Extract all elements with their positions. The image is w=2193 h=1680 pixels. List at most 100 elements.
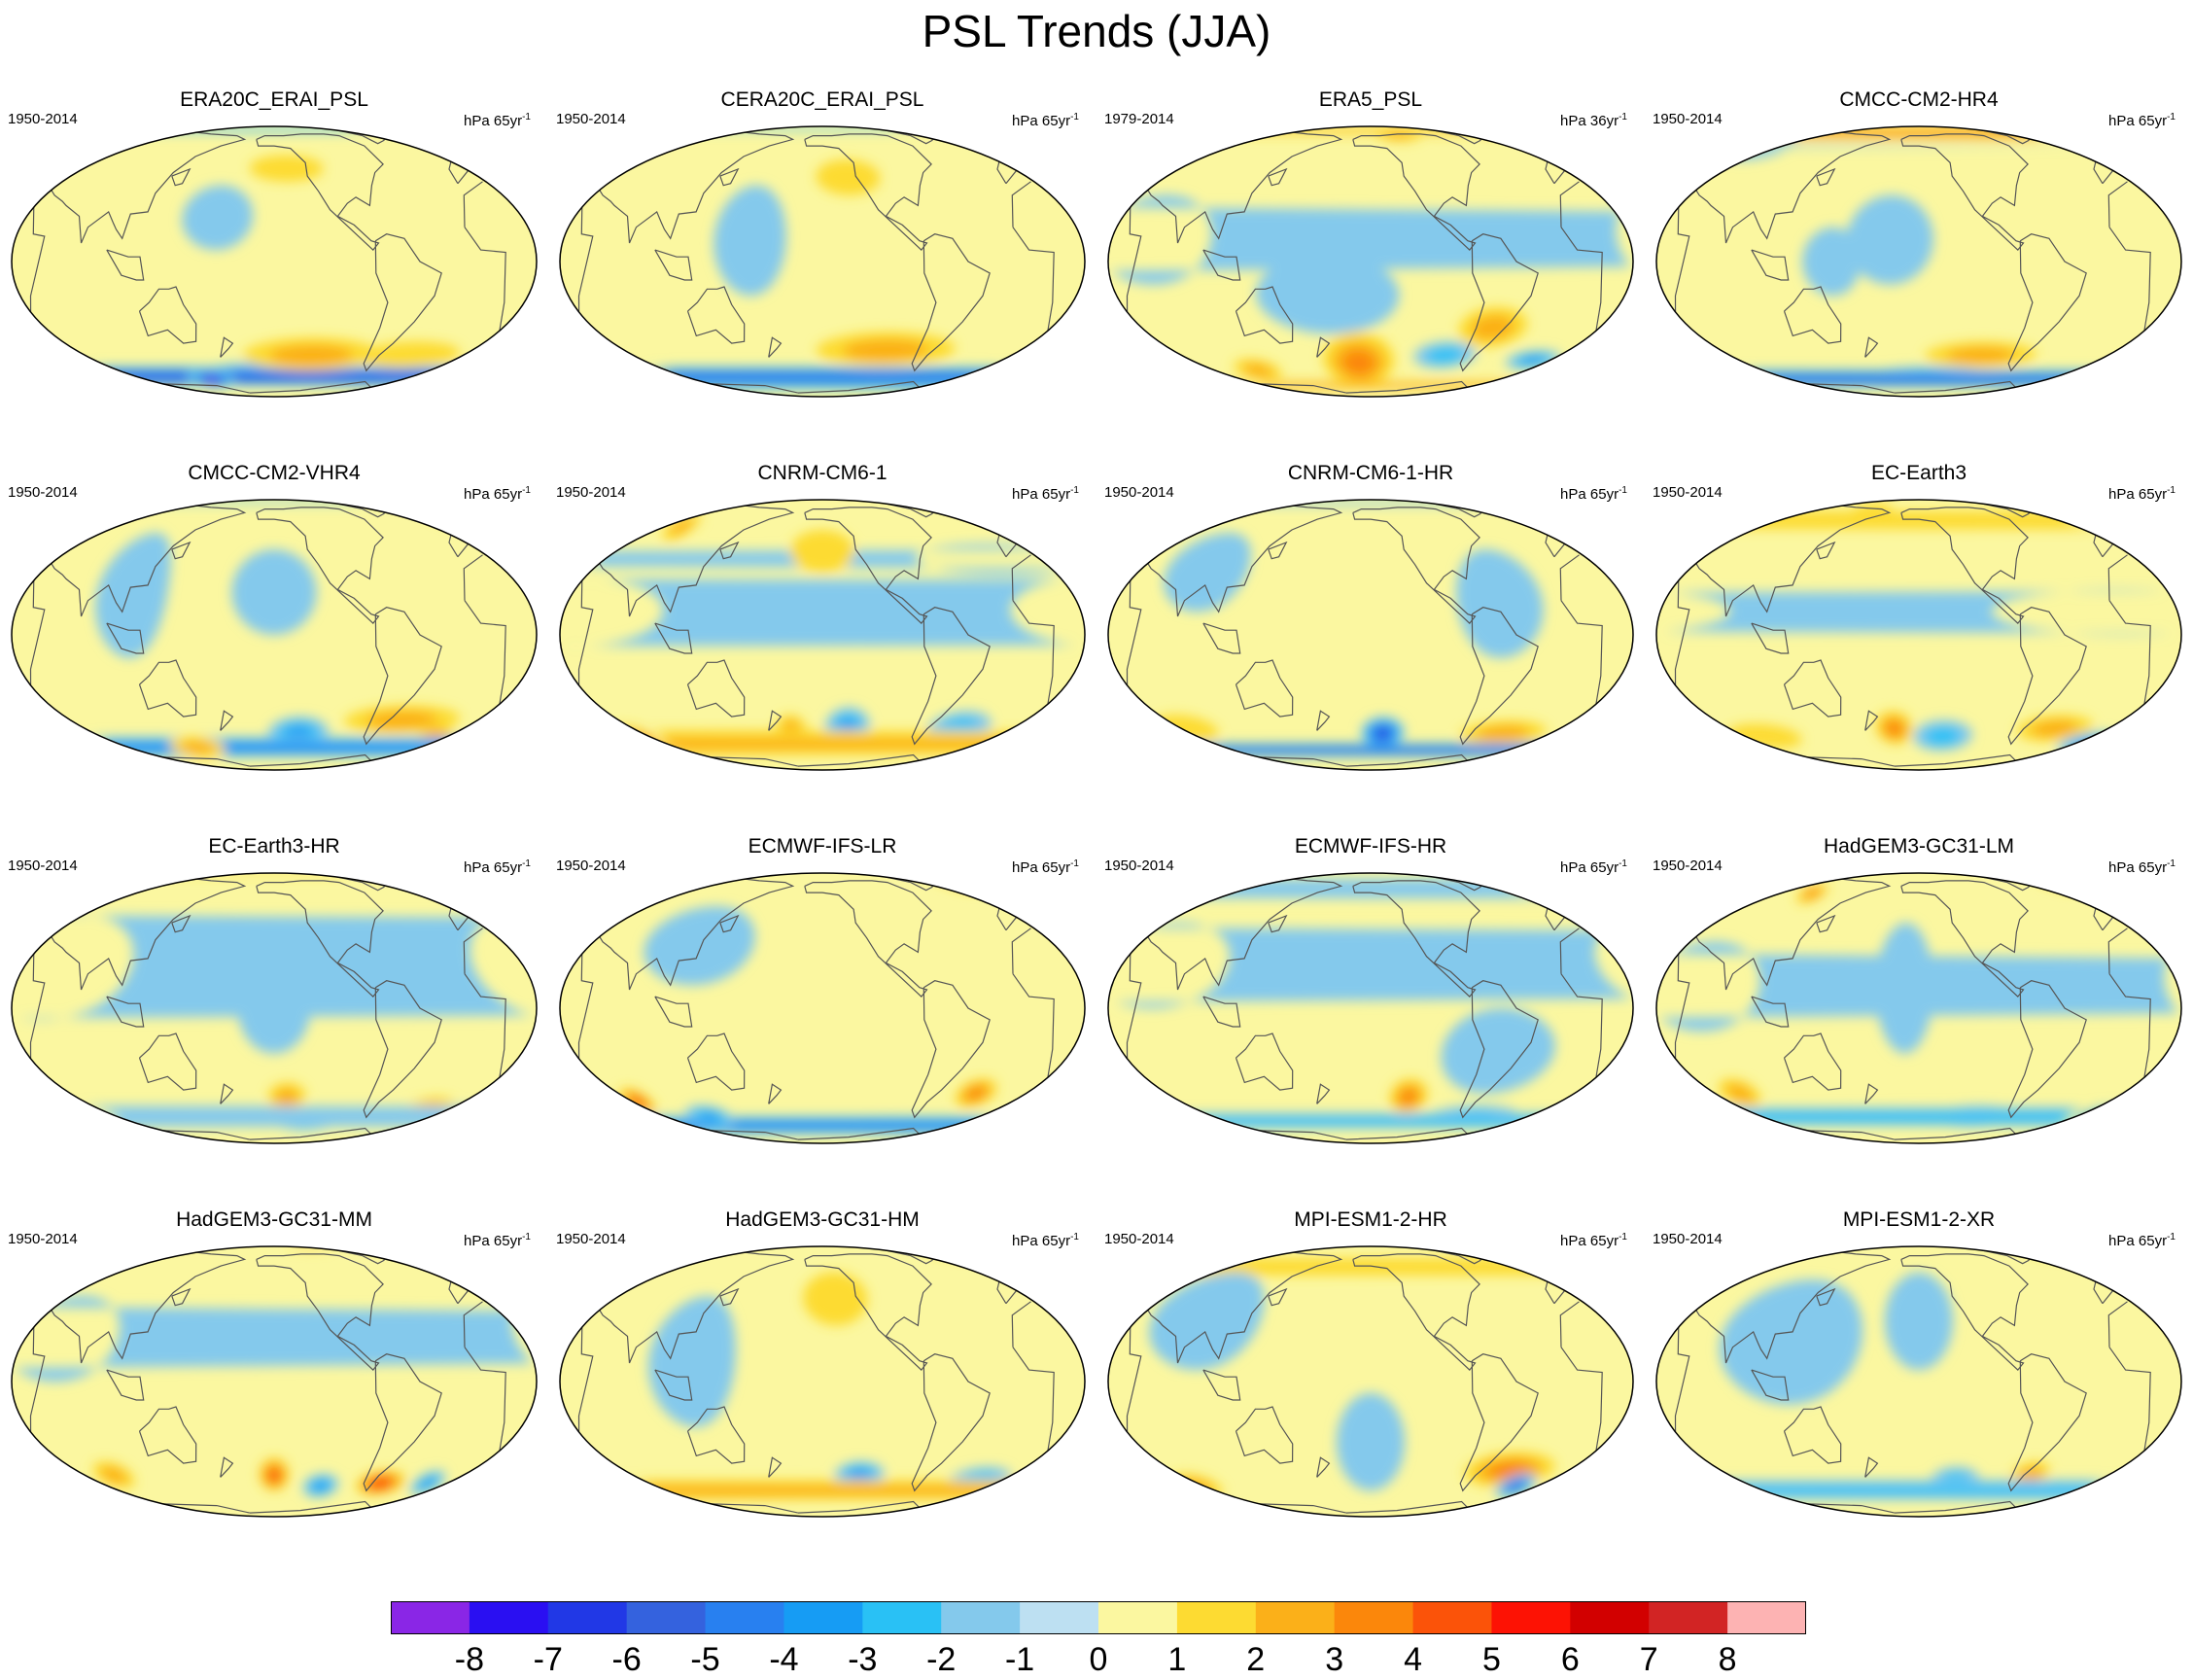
psl-anomaly-contour — [231, 549, 317, 635]
panel-units-base: hPa 65yr — [2108, 486, 2168, 503]
coastline — [256, 507, 384, 624]
coastline — [220, 1083, 234, 1104]
psl-anomaly-contour — [842, 339, 928, 361]
coastline — [1800, 1503, 1896, 1514]
psl-anomaly-contour — [848, 1469, 871, 1482]
map-panel: CMCC-CM2-HR4 1950-2014 hPa 65yr-1 — [1645, 88, 2193, 462]
coastline — [1674, 939, 1690, 1068]
panel-title: HadGEM3-GC31-MM — [176, 1208, 372, 1231]
panel-period: 1950-2014 — [1104, 1231, 1174, 1247]
psl-anomaly-contour — [1220, 500, 1524, 506]
psl-trend-map — [1655, 1245, 2182, 1518]
psl-trend-map — [559, 1245, 1086, 1518]
coastline — [719, 541, 740, 560]
panel-units: hPa 65yr-1 — [464, 1229, 531, 1250]
coastline — [1235, 659, 1294, 718]
coastline — [464, 1347, 506, 1458]
panel-units-base: hPa 65yr — [2108, 1233, 2168, 1249]
coastline — [1800, 756, 1896, 767]
psl-anomaly-contour — [1509, 1483, 1521, 1490]
psl-anomaly-contour — [714, 185, 786, 297]
map-border — [11, 125, 538, 398]
psl-anomaly-contour — [1946, 347, 2015, 364]
map-border — [559, 499, 1086, 771]
psl-anomaly-contour — [434, 512, 457, 522]
panel-units-base: hPa 65yr — [464, 1233, 523, 1249]
psl-anomaly-contour — [1476, 725, 1530, 742]
panel-units-base: hPa 65yr — [464, 113, 523, 129]
panel-units-base: hPa 65yr — [1012, 859, 1071, 876]
psl-anomaly-contour — [285, 726, 312, 741]
coastline — [363, 233, 442, 372]
panel-title: HadGEM3-GC31-HM — [725, 1208, 920, 1231]
psl-anomaly-contour — [699, 1112, 721, 1123]
psl-anomaly-contour — [15, 1296, 534, 1382]
map-panel: ERA5_PSL 1979-2014 hPa 36yr-1 — [1096, 88, 1645, 462]
coastline — [138, 659, 197, 718]
panel-units-exponent: -1 — [1070, 858, 1079, 869]
coastline — [1751, 622, 1790, 654]
psl-trend-map — [11, 125, 538, 398]
coastline — [719, 1287, 740, 1307]
psl-anomaly-contour — [207, 377, 217, 381]
psl-anomaly-contour — [1475, 128, 1512, 133]
coastline — [768, 336, 783, 358]
coastline — [1674, 192, 1690, 322]
panel-title: MPI-ESM1-2-XR — [1842, 1208, 1996, 1231]
coastline — [1559, 928, 1580, 974]
panel-title: CNRM-CM6-1-HR — [1287, 462, 1454, 484]
coastline — [1816, 167, 1836, 187]
panel-units: hPa 65yr-1 — [2108, 109, 2176, 130]
psl-anomaly-contour — [1710, 1484, 2129, 1497]
colorbar-tick-label: -2 — [926, 1641, 957, 1678]
panel-units-exponent: -1 — [2167, 858, 2176, 869]
coastline — [1126, 566, 1142, 695]
psl-anomaly-contour — [2036, 876, 2081, 891]
coastline — [704, 756, 799, 767]
psl-anomaly-contour — [966, 1087, 986, 1101]
coastline — [1012, 1347, 1055, 1458]
coastline — [686, 1406, 746, 1464]
panel-units: hPa 65yr-1 — [1012, 856, 1079, 877]
psl-anomaly-contour — [631, 1097, 644, 1107]
coastline — [2108, 973, 2151, 1085]
map-border — [1655, 1245, 2182, 1518]
colorbar-swatch — [1412, 1601, 1492, 1634]
coastline — [2108, 600, 2151, 712]
coastline — [1012, 600, 1055, 712]
colorbar-tick-label: -4 — [769, 1641, 799, 1678]
coastline — [1235, 286, 1294, 344]
colorbar-tick-label: -1 — [1004, 1641, 1035, 1678]
coastline — [29, 939, 46, 1068]
panel-title: CERA20C_ERAI_PSL — [720, 88, 924, 111]
coastline — [171, 914, 191, 933]
panel-units-base: hPa 65yr — [1560, 1233, 1619, 1249]
coastline — [1560, 973, 1603, 1085]
psl-anomaly-contour — [1115, 923, 1632, 1008]
coastline — [593, 1249, 795, 1364]
psl-anomaly-contour — [128, 127, 422, 131]
psl-anomaly-contour — [360, 341, 461, 368]
panel-units: hPa 65yr-1 — [1560, 1229, 1627, 1250]
psl-anomaly-contour — [373, 1480, 388, 1488]
panel-units-base: hPa 65yr — [2108, 859, 2168, 876]
coastline — [464, 600, 506, 712]
coastline — [577, 566, 594, 695]
map-panel: CNRM-CM6-1-HR 1950-2014 hPa 65yr-1 — [1096, 461, 1645, 835]
coastline — [1202, 622, 1241, 654]
coastline — [593, 503, 795, 617]
psl-anomaly-contour — [1886, 720, 1903, 736]
colorbar-swatch — [1255, 1601, 1336, 1634]
panel-units: hPa 65yr-1 — [464, 482, 531, 504]
coastline — [1352, 507, 1480, 624]
coastline — [1560, 600, 1603, 712]
coastline — [1316, 1083, 1331, 1104]
coastline — [463, 928, 483, 974]
coastline — [106, 1369, 145, 1401]
colorbar-swatch — [1727, 1601, 1806, 1634]
psl-anomaly-contour — [974, 382, 997, 389]
psl-trend-map — [559, 499, 1086, 771]
coastline — [1689, 503, 1892, 617]
psl-anomaly-contour — [646, 381, 999, 389]
colorbar-swatch — [941, 1601, 1021, 1634]
